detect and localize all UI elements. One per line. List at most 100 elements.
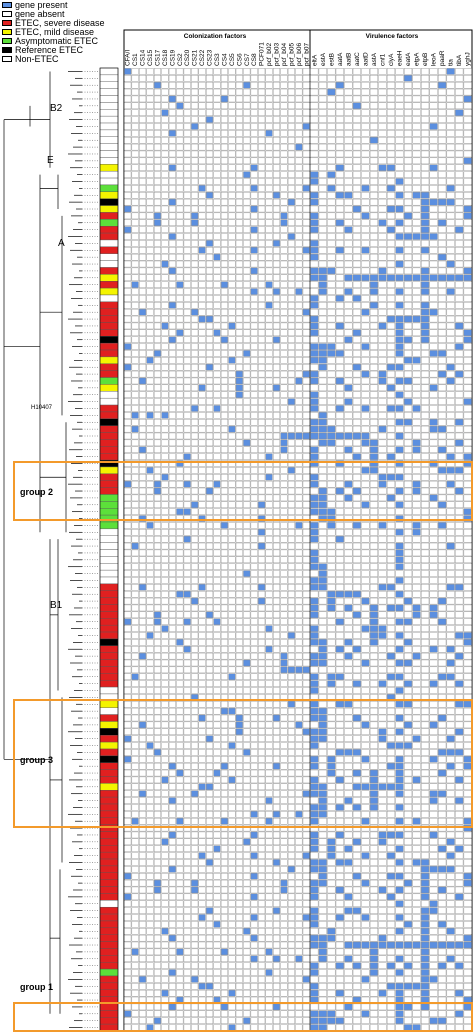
phylogenetic-tree: [3, 71, 99, 1028]
gene-absent-cell: [206, 529, 214, 536]
gene-absent-cell: [191, 474, 199, 481]
gene-absent-cell: [438, 192, 447, 199]
strain-category-cell: [99, 425, 119, 433]
gene-absent-cell: [191, 178, 199, 185]
gene-absent-cell: [344, 474, 353, 481]
gene-present-cell: [438, 446, 447, 454]
gene-absent-cell: [146, 714, 154, 722]
gene-absent-cell: [228, 68, 236, 75]
strain-category-cell: [99, 569, 119, 578]
gene-absent-cell: [369, 432, 379, 440]
gene-absent-cell: [335, 529, 344, 536]
gene-absent-cell: [302, 625, 310, 632]
gene-absent-cell: [361, 116, 370, 123]
gene-absent-cell: [438, 336, 447, 343]
gene-absent-cell: [403, 467, 413, 474]
gene-absent-cell: [206, 425, 214, 433]
gene-absent-cell: [250, 350, 258, 357]
gene-absent-cell: [168, 315, 176, 323]
gene-absent-cell: [280, 343, 288, 350]
gene-absent-cell: [310, 88, 319, 96]
gene-present-cell: [361, 308, 370, 316]
gene-absent-cell: [386, 735, 396, 742]
gene-absent-cell: [131, 769, 139, 777]
gene-absent-cell: [228, 666, 236, 674]
gene-present-cell: [421, 233, 430, 240]
gene-absent-cell: [369, 336, 379, 343]
gene-absent-cell: [213, 391, 221, 398]
gene-absent-cell: [335, 329, 344, 337]
gene-absent-cell: [287, 762, 295, 770]
strain-category-cell: [99, 453, 119, 461]
gene-absent-cell: [153, 762, 162, 770]
gene-absent-cell: [280, 419, 288, 426]
gene-absent-cell: [273, 136, 281, 144]
gene-absent-cell: [287, 611, 295, 619]
gene-absent-cell: [378, 529, 387, 536]
gene-present-cell: [438, 81, 447, 89]
gene-absent-cell: [369, 377, 379, 385]
gene-absent-cell: [228, 226, 236, 233]
gene-present-cell: [327, 350, 336, 357]
gene-absent-cell: [146, 419, 154, 426]
gene-absent-cell: [318, 632, 327, 639]
gene-absent-cell: [176, 625, 184, 632]
gene-absent-cell: [176, 412, 184, 419]
gene-absent-cell: [206, 577, 214, 584]
gene-absent-cell: [446, 81, 455, 89]
gene-absent-cell: [438, 515, 447, 522]
gene-absent-cell: [265, 405, 273, 412]
gene-absent-cell: [421, 253, 430, 261]
gene-absent-cell: [287, 240, 295, 247]
gene-absent-cell: [153, 391, 162, 398]
gene-absent-cell: [191, 701, 199, 708]
gene-absent-cell: [176, 81, 184, 89]
gene-absent-cell: [153, 315, 162, 323]
gene-absent-cell: [153, 542, 162, 550]
gene-absent-cell: [327, 274, 336, 282]
gene-absent-cell: [463, 646, 472, 653]
gene-absent-cell: [287, 315, 295, 323]
gene-absent-cell: [243, 116, 251, 123]
gene-absent-cell: [258, 274, 266, 282]
gene-present-cell: [378, 377, 387, 385]
gene-absent-cell: [280, 398, 288, 405]
gene-absent-cell: [386, 329, 396, 337]
gene-absent-cell: [191, 735, 199, 742]
gene-absent-cell: [302, 604, 310, 612]
gene-present-cell: [191, 308, 199, 316]
gene-absent-cell: [403, 308, 413, 316]
gene-absent-cell: [220, 391, 228, 398]
gene-absent-cell: [198, 742, 206, 749]
gene-absent-cell: [139, 75, 147, 82]
gene-absent-cell: [386, 666, 396, 674]
gene-absent-cell: [153, 357, 162, 364]
gene-absent-cell: [250, 632, 258, 639]
gene-absent-cell: [235, 281, 243, 288]
gene-absent-cell: [235, 501, 243, 509]
gene-absent-cell: [153, 522, 162, 529]
gene-absent-cell: [213, 721, 221, 729]
gene-absent-cell: [250, 563, 258, 570]
gene-absent-cell: [198, 267, 206, 275]
gene-absent-cell: [344, 363, 353, 371]
gene-absent-cell: [183, 116, 191, 123]
gene-absent-cell: [220, 604, 228, 612]
gene-absent-cell: [273, 618, 281, 625]
gene-absent-cell: [139, 714, 147, 722]
gene-absent-cell: [287, 253, 295, 261]
gene-absent-cell: [265, 357, 273, 364]
gene-absent-cell: [191, 384, 199, 392]
gene-absent-cell: [429, 391, 438, 398]
gene-present-cell: [302, 123, 310, 130]
gene-absent-cell: [429, 556, 438, 564]
gene-absent-cell: [463, 88, 472, 96]
gene-absent-cell: [455, 363, 464, 371]
gene-absent-cell: [280, 590, 288, 598]
gene-absent-cell: [183, 611, 191, 619]
gene-absent-cell: [369, 487, 379, 495]
gene-absent-cell: [463, 109, 472, 116]
gene-present-cell: [352, 487, 361, 495]
gene-absent-cell: [139, 673, 147, 680]
gene-absent-cell: [438, 487, 447, 495]
